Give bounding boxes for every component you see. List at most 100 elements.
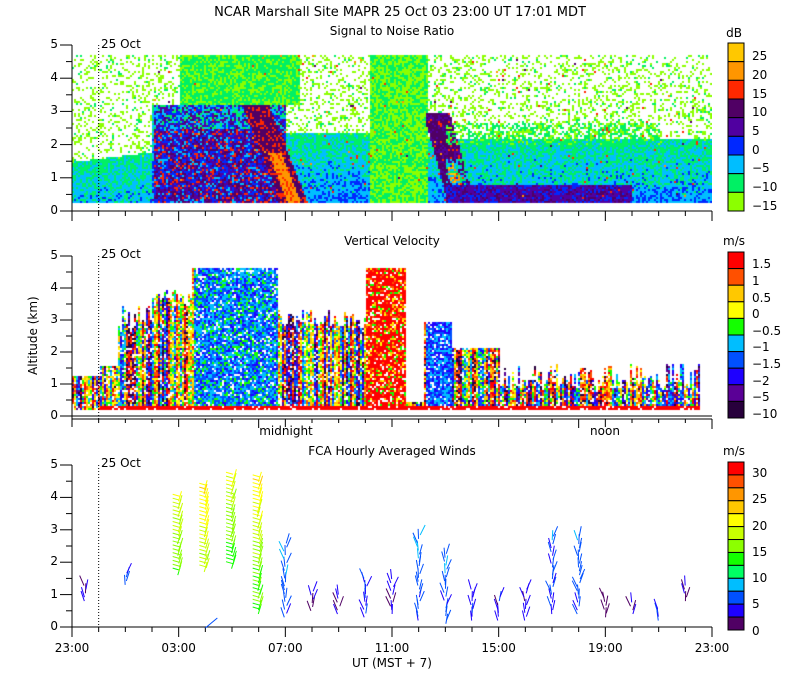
wind-barb: [286, 552, 292, 564]
wind-barb: [278, 548, 285, 560]
wind-barb: [385, 588, 392, 599]
wind-barb: [552, 545, 555, 556]
colorbar-swatch: [727, 351, 745, 369]
wind-barb: [443, 547, 446, 558]
y-tick-label: 2: [50, 554, 58, 569]
wind-barb: [259, 541, 264, 552]
wind-barb: [578, 553, 583, 564]
wind-barb: [578, 526, 582, 537]
wind-barb: [414, 575, 419, 586]
x-tick-label: 19:00: [588, 641, 623, 655]
wind-barb: [574, 592, 579, 603]
wind-barb-flag: [199, 502, 207, 506]
wind-barb: [332, 599, 338, 611]
wind-barb: [578, 596, 581, 607]
wind-barb: [578, 537, 583, 549]
wind-barb: [231, 531, 236, 542]
wind-barb: [231, 480, 236, 492]
wind-barb: [124, 574, 126, 585]
wind-barb: [259, 475, 264, 486]
wind-barb-flag: [172, 493, 180, 497]
colorbar-label: −10: [752, 180, 778, 194]
wind-barb: [440, 590, 445, 601]
colorbar-label: 5: [752, 597, 760, 612]
wind-barb: [258, 557, 263, 568]
wind-barb: [205, 557, 210, 569]
colorbar-swatch: [727, 135, 745, 156]
wind-barb-flag: [252, 517, 260, 521]
wind-barb-flag: [199, 564, 207, 568]
wind-barb: [467, 594, 472, 606]
wind-barb: [333, 603, 338, 615]
colorbar-swatch: [727, 98, 745, 119]
wind-barb: [579, 572, 584, 584]
wind-barb: [178, 549, 183, 560]
wind-barb: [80, 590, 85, 602]
wind-barb: [365, 595, 368, 606]
wind-barb: [258, 514, 263, 525]
wind-barb: [312, 581, 318, 592]
wind-barb-flag: [252, 482, 260, 486]
wind-barb: [232, 515, 237, 527]
colorbar-swatch: [727, 317, 745, 336]
wind-barb: [178, 526, 182, 537]
y-tick-label: 5: [50, 248, 58, 262]
wind-barb: [654, 602, 659, 613]
wind-barb: [125, 570, 131, 582]
wind-barb: [258, 561, 263, 572]
wind-barb: [467, 579, 472, 590]
wind-barb: [551, 592, 555, 603]
wind-barb: [259, 592, 264, 603]
wind-barb-flag: [172, 536, 180, 540]
wind-barb: [551, 530, 554, 541]
wind-barb: [259, 510, 264, 521]
wind-barb: [446, 594, 452, 605]
colorbar-swatch: [727, 526, 745, 541]
wind-barb-flag: [225, 541, 234, 545]
wind-barb: [258, 487, 263, 498]
y-tick-label: 3: [50, 103, 58, 118]
wind-barb-flag: [225, 471, 234, 475]
colorbar-swatch: [727, 117, 745, 137]
wind-barb: [178, 553, 183, 564]
wind-barb: [257, 600, 262, 611]
wind-barb: [205, 507, 210, 518]
wind-barb: [285, 564, 289, 575]
wind-barb: [232, 554, 237, 565]
winds-panel-title: FCA Hourly Averaged Winds: [308, 444, 476, 458]
snr-panel-title: Signal to Noise Ratio: [329, 24, 455, 38]
wind-barb: [259, 491, 264, 502]
wind-barb: [572, 599, 578, 611]
colorbar-label: −15: [752, 198, 778, 213]
wind-barb-flag: [199, 525, 207, 529]
wind-barb: [206, 550, 211, 561]
wind-barb: [280, 579, 285, 591]
wind-barb: [286, 595, 292, 606]
wind-barb: [552, 600, 556, 611]
wind-barb: [548, 588, 552, 599]
colorbar-label: −1: [752, 340, 770, 355]
colorbar-swatch: [727, 616, 745, 631]
wind-barb: [205, 519, 210, 530]
wind-barb-flag: [172, 509, 180, 513]
wind-barb: [278, 540, 285, 552]
colorbar-swatch: [727, 590, 745, 605]
wind-barb: [179, 502, 184, 514]
wind-barb-flag: [225, 557, 234, 561]
wind-barb: [231, 519, 236, 530]
wind-barb: [257, 526, 262, 537]
wind-barb: [126, 563, 132, 574]
wind-barb: [632, 603, 637, 615]
colorbar-swatch: [727, 251, 745, 270]
wind-barb: [179, 518, 184, 529]
wind-barb: [286, 537, 292, 548]
wind-barb-flag: [199, 490, 207, 494]
wind-barb: [630, 592, 633, 603]
wind-barb: [178, 561, 183, 572]
wind-barb: [312, 596, 315, 608]
wind-barb-flag: [199, 510, 207, 513]
colorbar-swatch: [727, 500, 745, 515]
y-tick-label: 1: [50, 376, 58, 390]
wind-barb-flag: [172, 521, 180, 524]
